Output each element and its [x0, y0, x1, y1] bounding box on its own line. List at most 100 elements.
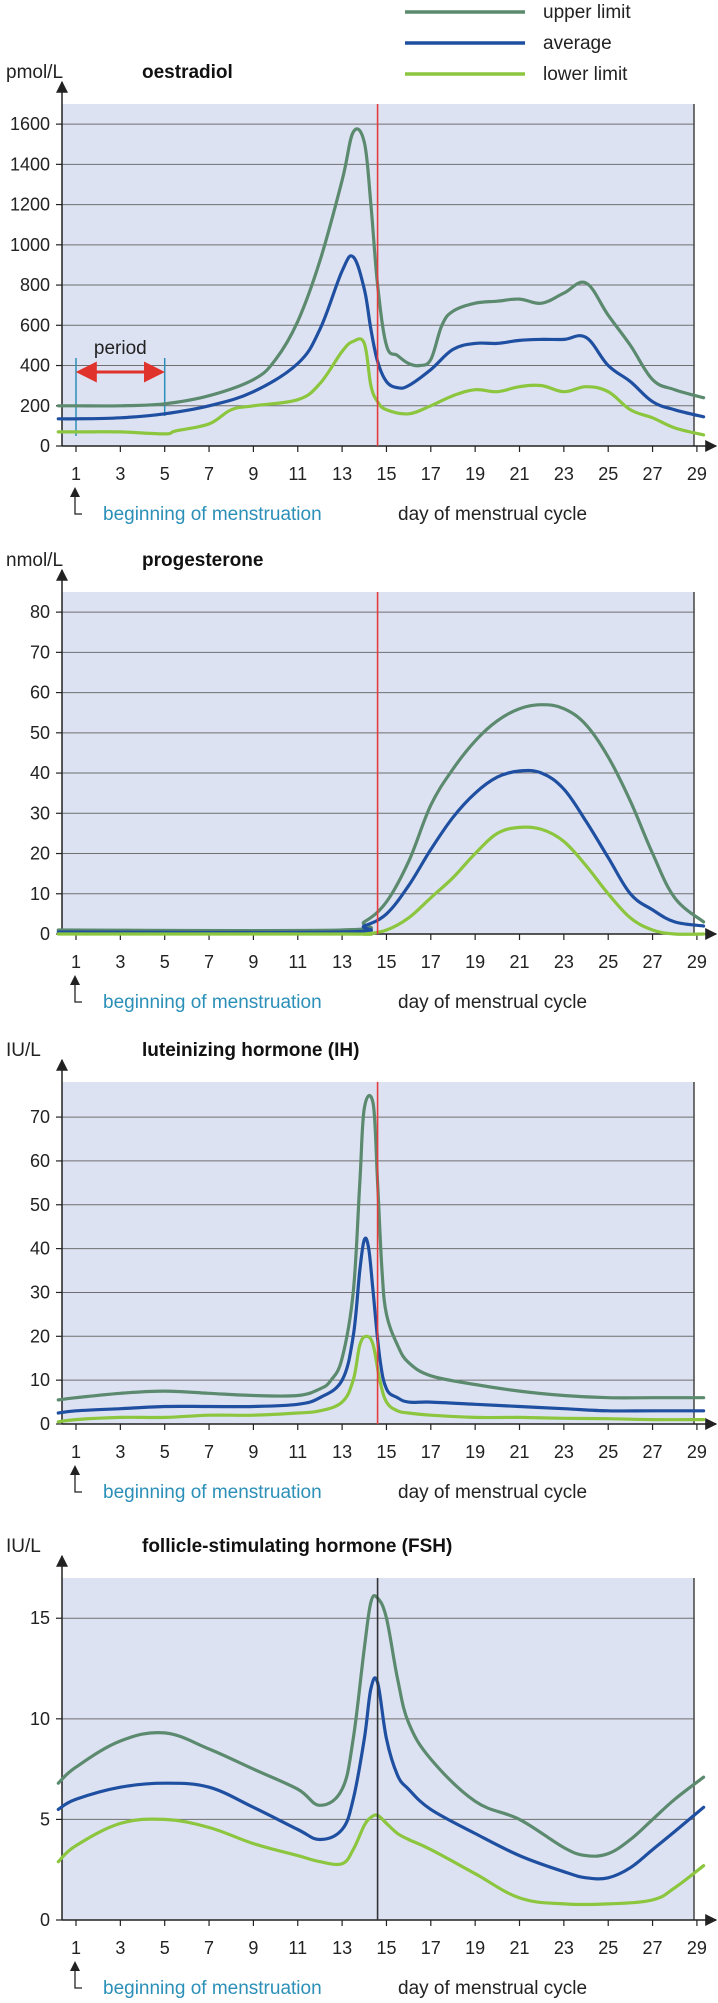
- y-tick-label: 10: [30, 884, 50, 904]
- x-tick-label: 5: [160, 1938, 170, 1958]
- series-line-lower: [56, 1813, 706, 1907]
- y-axis-unit-label: pmol/L: [6, 62, 63, 83]
- chart-panel-4: IU/L follicle-stimulating hormone (FSH) 0 5…: [6, 1536, 718, 1999]
- y-tick-label: 600: [20, 315, 50, 335]
- x-tick-label: 13: [332, 1938, 352, 1958]
- x-axis-label: day of menstrual cycle: [398, 1482, 587, 1503]
- x-tick-label: 21: [509, 464, 529, 484]
- series-line-upper: [56, 1594, 706, 1858]
- x-tick-label: 19: [465, 952, 485, 972]
- y-tick-label: 30: [30, 803, 50, 823]
- x-tick-label: 29: [687, 952, 707, 972]
- x-tick-label: 1: [71, 952, 81, 972]
- x-tick-label: 23: [554, 1442, 574, 1462]
- chart-panel-1: pmol/L oestradiol 0 200 400 600 800 1000 1200 140…: [6, 62, 718, 525]
- x-tick-label: 1: [71, 464, 81, 484]
- menstruation-start-marker: [74, 1967, 82, 1989]
- x-tick-label: 27: [643, 1938, 663, 1958]
- menstruation-start-marker: [74, 1471, 82, 1493]
- y-tick-label: 200: [20, 396, 50, 416]
- series-line-average: [56, 768, 706, 935]
- x-tick-label: 25: [598, 952, 618, 972]
- legend-label-lower: lower limit: [543, 64, 628, 85]
- y-axis-unit-label: nmol/L: [6, 550, 63, 571]
- x-tick-label: 7: [204, 952, 214, 972]
- x-tick-label: 29: [687, 1938, 707, 1958]
- y-tick-label: 70: [30, 1107, 50, 1127]
- y-tick-label: 50: [30, 723, 50, 743]
- legend: upper limit average lower limit: [405, 2, 631, 85]
- y-tick-label: 400: [20, 356, 50, 376]
- x-tick-label: 15: [376, 952, 396, 972]
- y-tick-label: 0: [40, 1414, 50, 1434]
- x-tick-label: 17: [421, 1938, 441, 1958]
- x-tick-label: 17: [421, 1442, 441, 1462]
- chart-panel-3: IU/L luteinizing hormone (IH) 0 10 20 30 40 50 6…: [6, 1040, 718, 1503]
- x-tick-label: 13: [332, 1442, 352, 1462]
- x-tick-label: 27: [643, 1442, 663, 1462]
- legend-label-upper: upper limit: [543, 2, 631, 23]
- x-tick-label: 17: [421, 464, 441, 484]
- x-tick-label: 1: [71, 1938, 81, 1958]
- y-tick-label: 30: [30, 1282, 50, 1302]
- y-tick-label: 1600: [10, 114, 50, 134]
- x-axis-label: day of menstrual cycle: [398, 992, 587, 1013]
- x-tick-label: 17: [421, 952, 441, 972]
- x-tick-label: 13: [332, 464, 352, 484]
- x-tick-label: 27: [643, 464, 663, 484]
- x-tick-label: 21: [509, 952, 529, 972]
- series-line-lower: [56, 825, 706, 936]
- series-line-upper: [56, 127, 706, 408]
- x-tick-label: 9: [248, 1442, 258, 1462]
- x-tick-label: 3: [115, 1442, 125, 1462]
- menstruation-start-label: beginning of menstruation: [103, 504, 322, 525]
- x-tick-label: 19: [465, 1442, 485, 1462]
- y-tick-label: 1400: [10, 154, 50, 174]
- chart-panels: pmol/L oestradiol020040060080010001200140…: [6, 62, 718, 1999]
- menstruation-start-label: beginning of menstruation: [103, 992, 322, 1013]
- menstruation-start-arrowhead: [70, 487, 80, 497]
- x-tick-label: 9: [248, 952, 258, 972]
- y-tick-label: 15: [30, 1608, 50, 1628]
- y-tick-label: 60: [30, 683, 50, 703]
- x-axis-label: day of menstrual cycle: [398, 504, 587, 525]
- x-tick-label: 21: [509, 1442, 529, 1462]
- x-tick-label: 9: [248, 1938, 258, 1958]
- y-tick-label: 60: [30, 1151, 50, 1171]
- period-label: period: [94, 338, 147, 359]
- x-tick-label: 11: [288, 1938, 307, 1958]
- x-tick-label: 29: [687, 1442, 707, 1462]
- x-tick-label: 15: [376, 1938, 396, 1958]
- y-tick-label: 800: [20, 275, 50, 295]
- y-tick-label: 10: [30, 1370, 50, 1390]
- series-line-average: [56, 1236, 706, 1415]
- x-tick-label: 23: [554, 464, 574, 484]
- x-tick-label: 3: [115, 464, 125, 484]
- menstruation-start-arrowhead: [70, 975, 80, 985]
- menstruation-start-arrowhead: [70, 1465, 80, 1475]
- y-tick-label: 5: [40, 1809, 50, 1829]
- x-tick-label: 25: [598, 1442, 618, 1462]
- x-tick-label: 5: [160, 952, 170, 972]
- chart-title: luteinizing hormone (IH): [142, 1040, 359, 1061]
- x-tick-label: 3: [115, 1938, 125, 1958]
- y-tick-label: 20: [30, 1326, 50, 1346]
- menstruation-start-marker: [74, 493, 82, 515]
- chart-title: follicle-stimulating hormone (FSH): [142, 1536, 452, 1557]
- y-tick-label: 40: [30, 763, 50, 783]
- y-tick-label: 70: [30, 642, 50, 662]
- x-tick-label: 3: [115, 952, 125, 972]
- x-tick-label: 11: [288, 952, 307, 972]
- y-tick-label: 20: [30, 844, 50, 864]
- x-tick-label: 21: [509, 1938, 529, 1958]
- x-tick-label: 15: [376, 464, 396, 484]
- y-tick-label: 80: [30, 602, 50, 622]
- series-line-upper: [56, 703, 706, 933]
- x-tick-label: 27: [643, 952, 663, 972]
- series-line-average: [56, 254, 706, 421]
- x-tick-label: 25: [598, 1938, 618, 1958]
- x-tick-label: 1: [71, 1442, 81, 1462]
